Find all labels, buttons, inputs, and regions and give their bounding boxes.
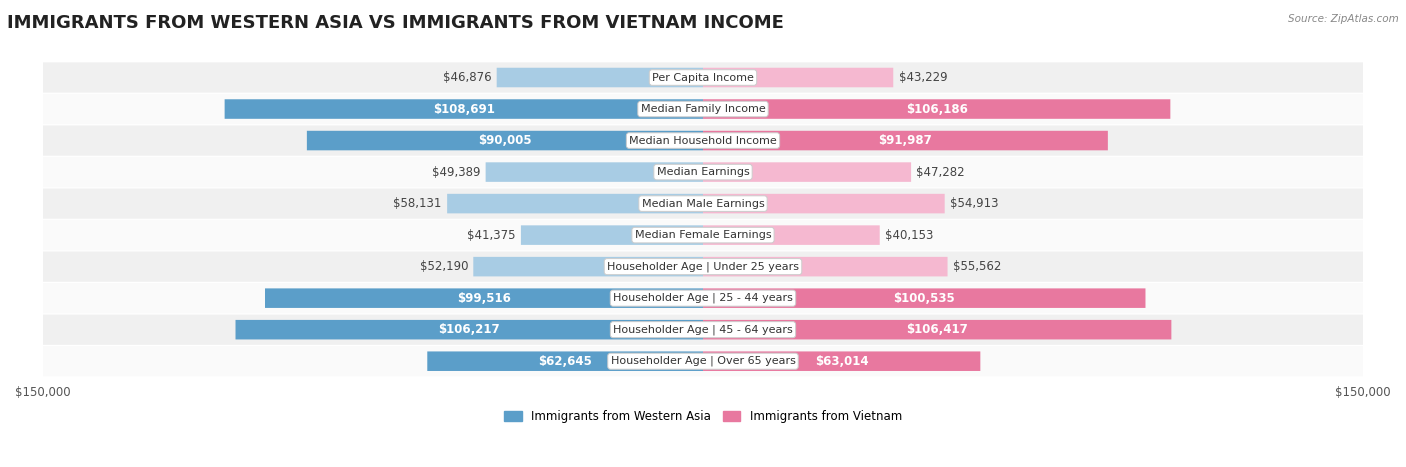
- Text: $108,691: $108,691: [433, 103, 495, 115]
- Text: Householder Age | Under 25 years: Householder Age | Under 25 years: [607, 262, 799, 272]
- FancyBboxPatch shape: [703, 289, 1146, 308]
- FancyBboxPatch shape: [42, 63, 1364, 92]
- FancyBboxPatch shape: [474, 257, 703, 276]
- Text: IMMIGRANTS FROM WESTERN ASIA VS IMMIGRANTS FROM VIETNAM INCOME: IMMIGRANTS FROM WESTERN ASIA VS IMMIGRAN…: [7, 14, 785, 32]
- Text: Median Family Income: Median Family Income: [641, 104, 765, 114]
- FancyBboxPatch shape: [447, 194, 703, 213]
- FancyBboxPatch shape: [703, 99, 1170, 119]
- Text: Per Capita Income: Per Capita Income: [652, 72, 754, 83]
- Legend: Immigrants from Western Asia, Immigrants from Vietnam: Immigrants from Western Asia, Immigrants…: [499, 405, 907, 428]
- Text: Householder Age | 25 - 44 years: Householder Age | 25 - 44 years: [613, 293, 793, 304]
- Text: $52,190: $52,190: [419, 260, 468, 273]
- FancyBboxPatch shape: [703, 68, 893, 87]
- Text: $43,229: $43,229: [898, 71, 948, 84]
- Text: $91,987: $91,987: [879, 134, 932, 147]
- FancyBboxPatch shape: [703, 352, 980, 371]
- Text: $54,913: $54,913: [950, 197, 998, 210]
- FancyBboxPatch shape: [703, 163, 911, 182]
- Text: Median Female Earnings: Median Female Earnings: [634, 230, 772, 240]
- FancyBboxPatch shape: [703, 131, 1108, 150]
- FancyBboxPatch shape: [225, 99, 703, 119]
- FancyBboxPatch shape: [485, 163, 703, 182]
- FancyBboxPatch shape: [307, 131, 703, 150]
- Text: $58,131: $58,131: [394, 197, 441, 210]
- Text: $100,535: $100,535: [893, 292, 955, 304]
- Text: $41,375: $41,375: [467, 229, 516, 241]
- FancyBboxPatch shape: [42, 189, 1364, 219]
- Text: $62,645: $62,645: [538, 355, 592, 368]
- Text: Median Earnings: Median Earnings: [657, 167, 749, 177]
- FancyBboxPatch shape: [703, 320, 1171, 340]
- Text: $90,005: $90,005: [478, 134, 531, 147]
- Text: $106,217: $106,217: [439, 323, 501, 336]
- Text: $49,389: $49,389: [432, 166, 481, 178]
- FancyBboxPatch shape: [520, 226, 703, 245]
- Text: Householder Age | Over 65 years: Householder Age | Over 65 years: [610, 356, 796, 367]
- FancyBboxPatch shape: [42, 315, 1364, 345]
- Text: $106,186: $106,186: [905, 103, 967, 115]
- Text: $40,153: $40,153: [884, 229, 934, 241]
- FancyBboxPatch shape: [42, 126, 1364, 156]
- Text: $47,282: $47,282: [917, 166, 965, 178]
- FancyBboxPatch shape: [236, 320, 703, 340]
- Text: $46,876: $46,876: [443, 71, 492, 84]
- Text: Median Male Earnings: Median Male Earnings: [641, 198, 765, 209]
- Text: $106,417: $106,417: [907, 323, 969, 336]
- Text: Source: ZipAtlas.com: Source: ZipAtlas.com: [1288, 14, 1399, 24]
- FancyBboxPatch shape: [42, 346, 1364, 376]
- Text: Median Household Income: Median Household Income: [628, 135, 778, 146]
- FancyBboxPatch shape: [703, 226, 880, 245]
- FancyBboxPatch shape: [703, 257, 948, 276]
- FancyBboxPatch shape: [264, 289, 703, 308]
- FancyBboxPatch shape: [427, 352, 703, 371]
- FancyBboxPatch shape: [42, 252, 1364, 282]
- Text: $55,562: $55,562: [953, 260, 1001, 273]
- FancyBboxPatch shape: [42, 283, 1364, 313]
- FancyBboxPatch shape: [42, 94, 1364, 124]
- Text: Householder Age | 45 - 64 years: Householder Age | 45 - 64 years: [613, 325, 793, 335]
- FancyBboxPatch shape: [42, 157, 1364, 187]
- Text: $99,516: $99,516: [457, 292, 510, 304]
- FancyBboxPatch shape: [496, 68, 703, 87]
- FancyBboxPatch shape: [42, 220, 1364, 250]
- Text: $63,014: $63,014: [815, 355, 869, 368]
- FancyBboxPatch shape: [703, 194, 945, 213]
